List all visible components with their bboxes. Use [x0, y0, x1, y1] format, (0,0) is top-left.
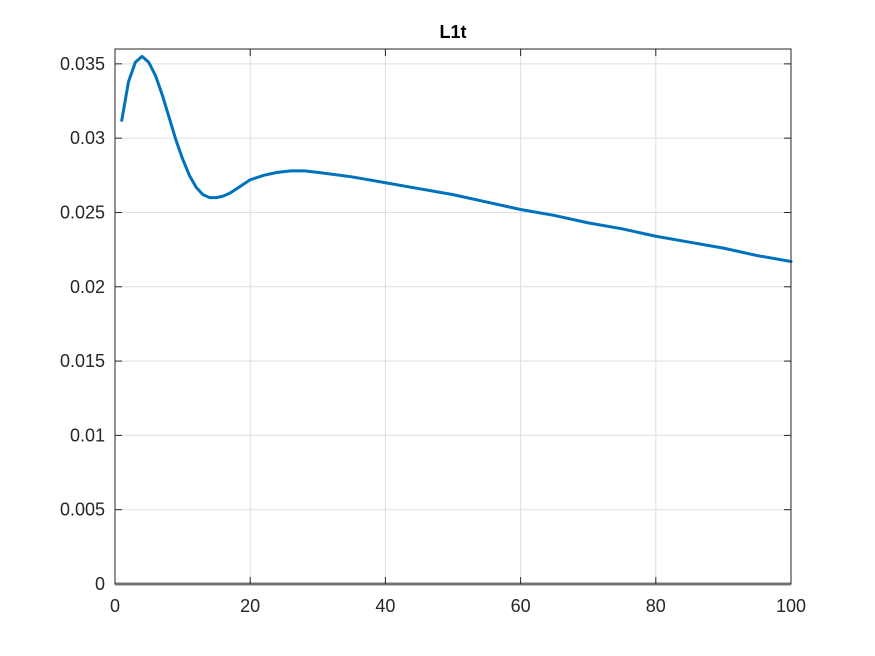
y-tick-label: 0.01: [70, 425, 105, 445]
y-tick-label: 0.025: [60, 202, 105, 222]
y-tick-label: 0.005: [60, 500, 105, 520]
x-tick-label: 80: [646, 596, 666, 616]
y-tick-label: 0.03: [70, 128, 105, 148]
x-tick-labels: 0 20 40 60 80 100: [110, 596, 806, 616]
x-tick-label: 60: [511, 596, 531, 616]
y-tick-label: 0: [95, 574, 105, 594]
grid-lines: [115, 49, 791, 584]
y-tick-labels: 0 0.005 0.01 0.015 0.02 0.025 0.03 0.035: [60, 54, 105, 594]
chart-title: L1t: [440, 22, 467, 42]
x-tick-label: 100: [776, 596, 806, 616]
series-line: [120, 54, 793, 264]
series-layer: [120, 54, 793, 264]
x-tick-label: 40: [375, 596, 395, 616]
y-tick-label: 0.015: [60, 351, 105, 371]
x-tick-label: 20: [240, 596, 260, 616]
plot-area: [115, 49, 791, 584]
x-tick-label: 0: [110, 596, 120, 616]
axes-box: [114, 48, 792, 585]
y-tick-label: 0.02: [70, 277, 105, 297]
y-tick-label: 0.035: [60, 54, 105, 74]
tick-marks: [114, 49, 792, 585]
